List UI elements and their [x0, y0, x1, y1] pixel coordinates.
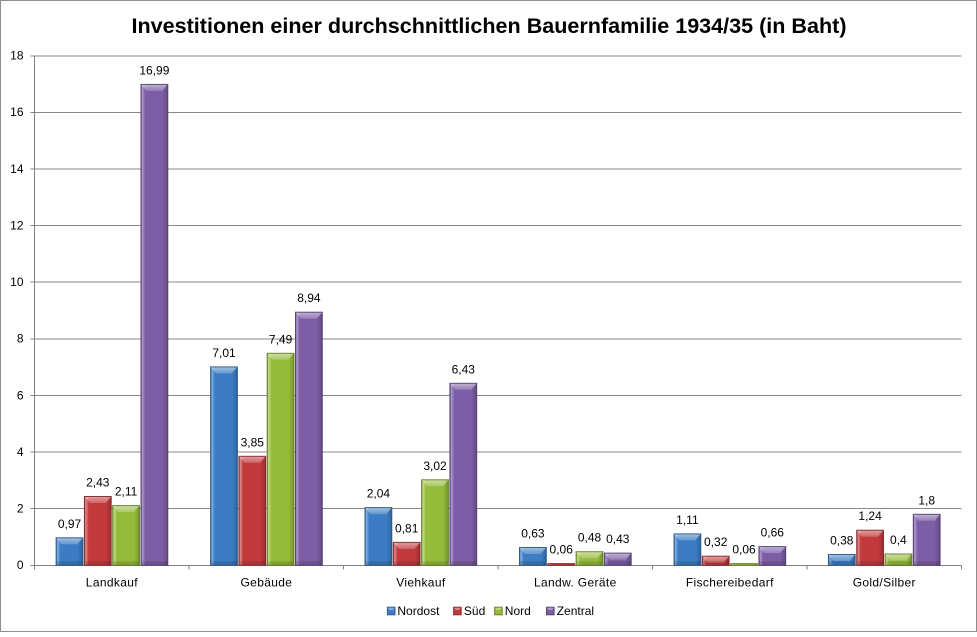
svg-text:14: 14: [10, 162, 24, 176]
svg-text:0,81: 0,81: [395, 521, 419, 535]
svg-text:0,97: 0,97: [58, 517, 82, 531]
svg-text:16: 16: [10, 105, 24, 119]
svg-text:Investitionen einer durchschni: Investitionen einer durchschnittlichen B…: [132, 14, 847, 38]
svg-text:0,48: 0,48: [578, 531, 602, 545]
svg-text:Nordost: Nordost: [397, 604, 440, 618]
svg-text:Gebäude: Gebäude: [240, 576, 292, 590]
svg-text:7,01: 7,01: [212, 346, 236, 360]
svg-text:6,43: 6,43: [452, 362, 476, 376]
svg-text:2,04: 2,04: [367, 487, 391, 501]
svg-text:1,11: 1,11: [676, 513, 699, 527]
svg-text:Nord: Nord: [505, 604, 531, 618]
svg-text:0,43: 0,43: [606, 532, 630, 546]
svg-text:10: 10: [10, 275, 24, 289]
svg-text:1,24: 1,24: [858, 509, 882, 523]
svg-text:Süd: Süd: [464, 604, 485, 618]
svg-text:Zentral: Zentral: [557, 604, 594, 618]
svg-text:0,66: 0,66: [761, 526, 785, 540]
svg-text:0: 0: [17, 558, 24, 572]
svg-text:3,85: 3,85: [241, 435, 265, 449]
svg-text:12: 12: [10, 218, 24, 232]
svg-text:1,8: 1,8: [918, 493, 935, 507]
svg-text:0,4: 0,4: [890, 533, 907, 547]
svg-text:8,94: 8,94: [297, 291, 321, 305]
svg-text:Landw. Geräte: Landw. Geräte: [534, 576, 617, 590]
svg-text:Landkauf: Landkauf: [86, 576, 138, 590]
svg-text:0,38: 0,38: [830, 534, 854, 548]
svg-text:7,49: 7,49: [269, 332, 293, 346]
svg-text:0,06: 0,06: [550, 543, 574, 557]
svg-text:0,32: 0,32: [704, 535, 728, 549]
svg-text:2,43: 2,43: [86, 476, 110, 490]
svg-text:3,02: 3,02: [423, 459, 447, 473]
svg-text:18: 18: [10, 49, 24, 63]
svg-text:4: 4: [17, 445, 24, 459]
svg-text:2: 2: [17, 502, 24, 516]
svg-text:Gold/Silber: Gold/Silber: [853, 576, 916, 590]
svg-text:6: 6: [17, 388, 24, 402]
svg-text:0,63: 0,63: [521, 527, 545, 541]
svg-text:2,11: 2,11: [115, 485, 138, 499]
svg-text:8: 8: [17, 332, 24, 346]
svg-text:0,06: 0,06: [732, 543, 756, 557]
svg-text:16,99: 16,99: [139, 63, 169, 77]
svg-text:Fischereibedarf: Fischereibedarf: [686, 576, 774, 590]
svg-text:Viehkauf: Viehkauf: [396, 576, 446, 590]
